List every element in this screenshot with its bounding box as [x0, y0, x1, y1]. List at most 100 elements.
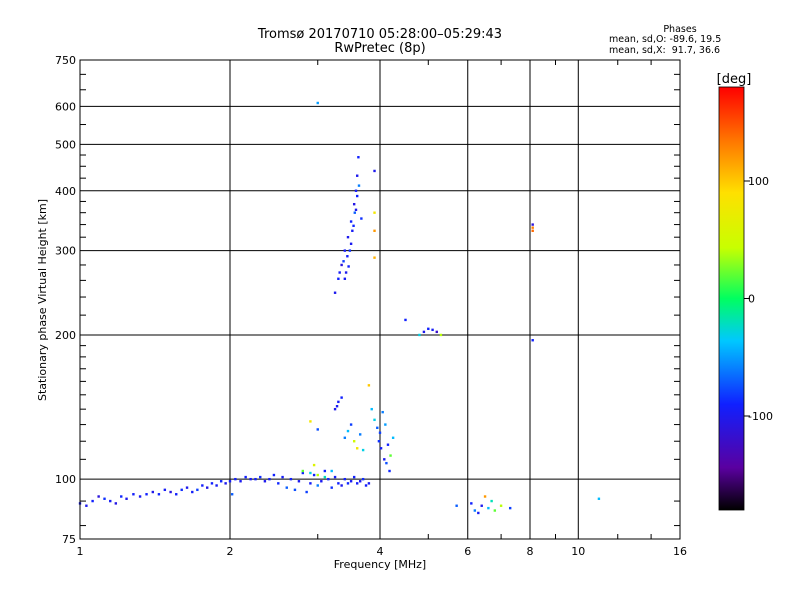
data-point — [333, 407, 337, 411]
data-points — [78, 101, 601, 515]
data-point — [357, 156, 360, 159]
colorbar — [719, 87, 744, 510]
data-point — [249, 477, 252, 481]
data-point — [239, 480, 242, 483]
data-point — [185, 486, 189, 489]
data-point — [531, 229, 534, 232]
data-point — [277, 482, 280, 485]
data-point — [320, 480, 323, 483]
data-point — [367, 384, 371, 387]
data-point — [378, 431, 382, 434]
data-point — [333, 475, 337, 479]
data-point — [346, 482, 350, 485]
data-point — [138, 495, 142, 498]
data-point — [381, 410, 384, 414]
data-point — [357, 184, 361, 187]
data-point — [215, 484, 218, 487]
x-tick-label: 1 — [77, 545, 84, 558]
data-point — [352, 475, 356, 479]
x-tick-label: 6 — [464, 545, 471, 558]
data-point — [349, 480, 353, 483]
data-point — [358, 480, 362, 483]
data-point — [114, 502, 118, 505]
data-point — [361, 477, 365, 481]
data-point — [361, 448, 365, 452]
data-point — [360, 217, 363, 220]
data-point — [379, 447, 383, 450]
data-point — [268, 477, 271, 481]
data-point — [354, 208, 358, 212]
data-point — [234, 477, 237, 481]
data-point — [330, 469, 333, 473]
y-axis-label: Stationary phase Virtual Height [km] — [36, 199, 49, 401]
data-point — [389, 454, 392, 457]
data-point — [340, 396, 343, 399]
data-point — [376, 426, 379, 430]
data-point — [355, 447, 359, 450]
data-point — [151, 490, 155, 494]
data-point — [351, 229, 354, 232]
y-tick-labels: 75 100 200 300 400 500 600 750 — [55, 54, 76, 546]
y-tick-label: 75 — [62, 533, 76, 546]
data-point — [305, 490, 308, 494]
data-point — [483, 495, 487, 498]
data-point — [355, 482, 359, 485]
data-point — [337, 482, 340, 485]
data-point — [120, 495, 123, 498]
data-point — [323, 475, 327, 479]
data-point — [289, 477, 293, 481]
y-tick-label: 100 — [55, 473, 76, 486]
y-tick-label: 300 — [55, 245, 76, 258]
data-point — [470, 502, 473, 505]
data-point — [343, 436, 347, 439]
data-point — [373, 169, 376, 173]
data-point — [343, 277, 347, 280]
data-point — [254, 477, 257, 481]
data-point — [323, 469, 327, 473]
colorbar-unit: [deg] — [717, 72, 752, 87]
data-point — [335, 405, 339, 408]
data-point — [340, 263, 343, 267]
data-point — [508, 506, 512, 510]
y-tick-label: 600 — [55, 100, 76, 113]
data-point — [404, 318, 407, 322]
data-point — [228, 480, 232, 483]
data-point — [312, 463, 316, 467]
data-point — [145, 493, 148, 496]
data-point — [439, 333, 443, 337]
data-point — [353, 211, 356, 214]
data-point — [103, 497, 106, 500]
data-point — [259, 475, 262, 479]
data-point — [352, 440, 356, 443]
data-point — [487, 506, 490, 510]
data-point — [418, 333, 421, 337]
data-point — [480, 504, 483, 507]
x-tick-labels: 1 2 4 6 8 10 16 — [77, 545, 688, 558]
data-point — [309, 471, 312, 475]
data-point — [377, 440, 381, 443]
data-point — [337, 277, 340, 280]
data-point — [210, 482, 214, 485]
x-tick-label: 10 — [571, 545, 585, 558]
data-point — [364, 484, 368, 487]
data-point — [373, 418, 376, 422]
data-point — [340, 484, 343, 487]
x-tick-label: 2 — [227, 545, 234, 558]
data-point — [427, 327, 430, 331]
phases-x-stats: mean, sd,X: 91.7, 36.6 — [609, 45, 721, 56]
phases-o-stats: mean, sd,O: -89.6, 19.5 — [609, 34, 722, 45]
data-point — [352, 202, 356, 206]
phases-heading: Phases — [663, 24, 697, 35]
data-point — [383, 458, 386, 461]
data-point — [301, 471, 305, 475]
data-point — [175, 493, 178, 496]
data-point — [330, 486, 333, 489]
colorbar-tick-label: 0 — [748, 293, 755, 306]
data-point — [219, 480, 223, 483]
data-point — [191, 490, 194, 494]
data-point — [346, 255, 349, 258]
data-point — [348, 249, 352, 252]
data-point — [125, 497, 128, 500]
data-point — [285, 486, 288, 489]
